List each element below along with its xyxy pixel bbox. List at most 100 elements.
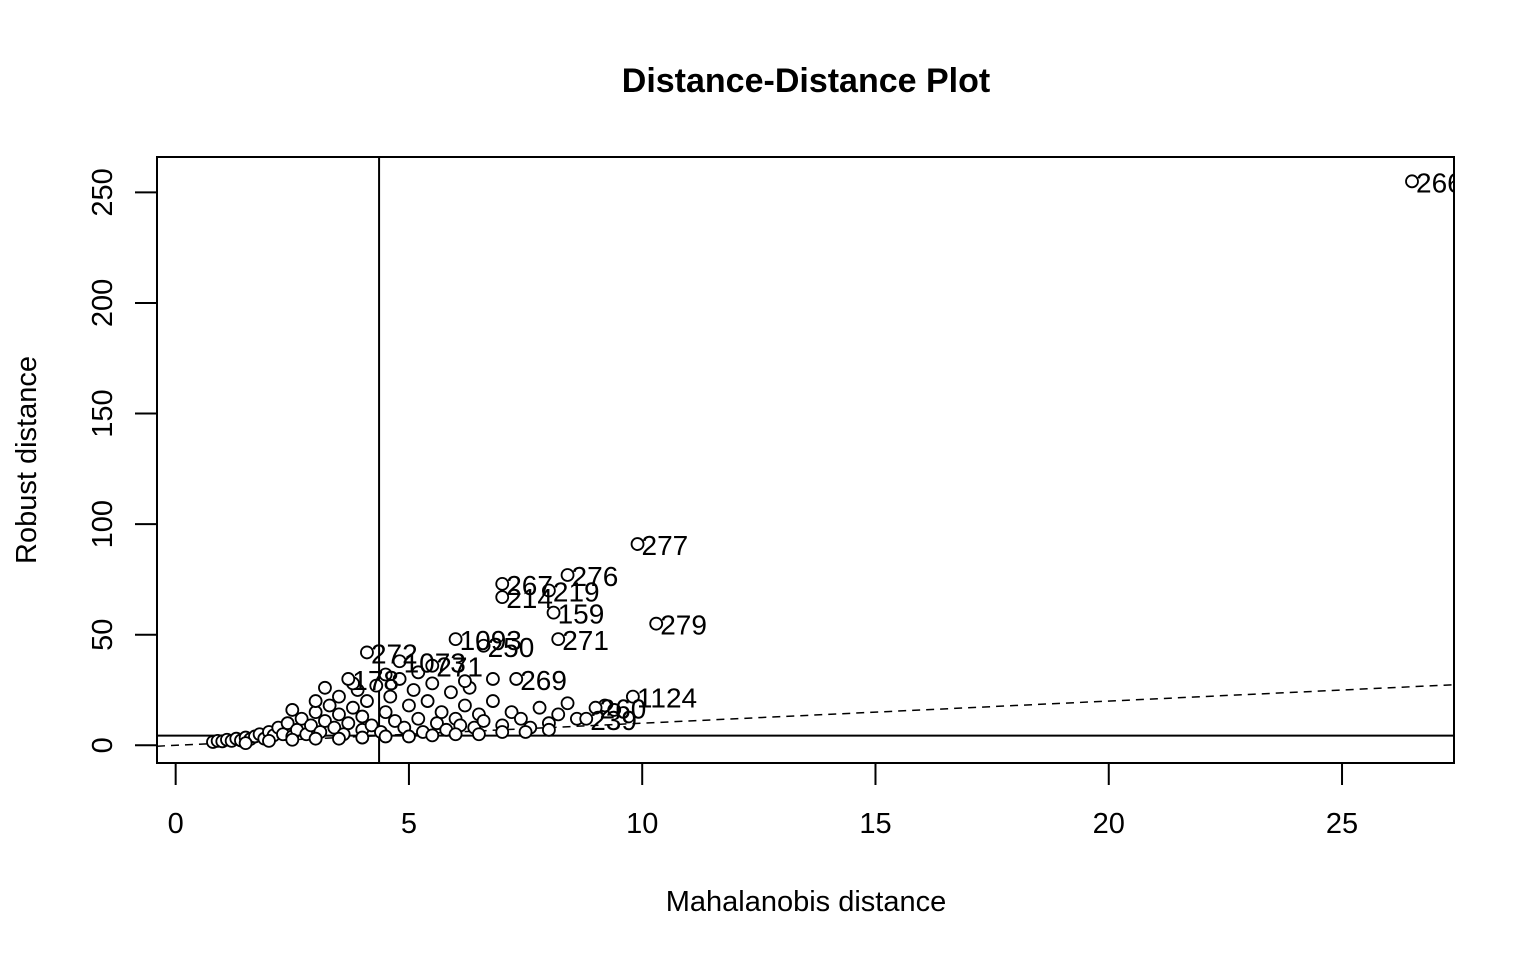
data-point: [541, 583, 556, 598]
point-label: 214: [506, 583, 553, 614]
data-point: [551, 707, 566, 722]
y-tick-label: 100: [87, 500, 119, 548]
data-point: [504, 705, 519, 720]
data-point: [360, 645, 374, 660]
point-label: 272: [371, 638, 418, 669]
data-point: [341, 672, 356, 686]
data-point: [649, 616, 664, 631]
x-axis: 0 5 10 15 20 25: [168, 762, 1358, 840]
point-label: 159: [558, 599, 605, 630]
x-tick-label: 25: [1326, 808, 1358, 840]
x-axis-title: Mahalanobis distance: [666, 886, 947, 918]
x-tick-label: 0: [168, 808, 184, 840]
data-point: [476, 714, 491, 728]
y-axis: 0 50 100 150 200 250: [87, 168, 158, 753]
data-point: [378, 729, 393, 744]
data-point: [1405, 174, 1419, 189]
data-point: [495, 576, 510, 591]
data-point: [378, 705, 393, 720]
chart-title: Distance-Distance Plot: [622, 62, 990, 100]
points-layer: [206, 174, 1419, 750]
data-point: [369, 678, 384, 693]
y-tick-label: 200: [87, 279, 119, 327]
data-point: [434, 705, 449, 720]
data-point: [341, 716, 356, 731]
data-point: [514, 711, 528, 726]
point-label: 276: [572, 561, 619, 592]
data-point: [392, 672, 407, 686]
data-point: [308, 694, 323, 708]
point-label: 1124: [637, 683, 697, 714]
data-point: [541, 722, 556, 737]
point-label: 271: [562, 625, 609, 656]
data-point: [355, 730, 370, 745]
data-point: [332, 689, 346, 704]
data-point: [355, 709, 370, 724]
data-point: [318, 714, 332, 728]
data-point: [285, 732, 300, 747]
data-point: [588, 700, 603, 715]
data-point: [280, 716, 295, 731]
point-label: 269: [520, 665, 567, 696]
point-label: 267: [506, 570, 553, 601]
data-point: [486, 672, 500, 686]
data-point: [607, 703, 622, 717]
data-point: [364, 718, 379, 733]
point-label: 250: [488, 632, 535, 663]
data-point: [411, 711, 426, 726]
data-point: [294, 711, 309, 726]
y-tick-label: 150: [87, 389, 119, 437]
data-point: [411, 665, 426, 680]
data-point: [425, 676, 440, 691]
data-point: [560, 696, 575, 711]
data-point: [625, 689, 640, 704]
data-point: [346, 700, 360, 715]
data-point: [448, 727, 463, 742]
x-tick-label: 20: [1093, 808, 1125, 840]
y-tick-label: 0: [87, 737, 119, 753]
data-point: [546, 605, 561, 620]
data-point: [444, 685, 458, 700]
point-label: 277: [642, 530, 689, 561]
data-point: [262, 733, 276, 748]
data-point: [238, 736, 253, 750]
x-tick-label: 15: [859, 808, 891, 840]
data-point: [509, 672, 524, 686]
data-point: [388, 714, 402, 728]
data-point: [532, 700, 547, 715]
x-tick-label: 5: [401, 808, 417, 840]
point-label: 1093: [460, 625, 522, 656]
x-tick-label: 10: [626, 808, 658, 840]
data-point: [383, 689, 398, 704]
data-point: [322, 698, 337, 713]
data-point: [425, 658, 440, 673]
data-point: [406, 683, 421, 697]
point-label: 266: [1416, 167, 1463, 198]
data-point: [425, 728, 440, 743]
data-point: [402, 698, 416, 713]
point-label: 178: [352, 665, 399, 696]
data-point: [318, 680, 332, 695]
data-point: [392, 654, 407, 669]
data-point: [285, 703, 300, 717]
point-label: 279: [660, 610, 707, 641]
data-point: [551, 632, 566, 647]
data-point: [630, 537, 645, 551]
data-point: [402, 729, 416, 744]
data-point: [448, 632, 463, 647]
point-label: 219: [553, 576, 600, 607]
point-label: 271: [436, 652, 483, 683]
data-point: [518, 725, 533, 739]
data-point: [304, 718, 318, 733]
y-axis-title: Robust distance: [11, 356, 43, 564]
data-point: [458, 674, 472, 689]
data-point: [332, 707, 346, 722]
y-tick-label: 250: [87, 168, 119, 216]
data-point: [476, 638, 491, 653]
data-point: [308, 731, 323, 746]
data-point: [495, 725, 510, 739]
data-point: [378, 667, 393, 682]
